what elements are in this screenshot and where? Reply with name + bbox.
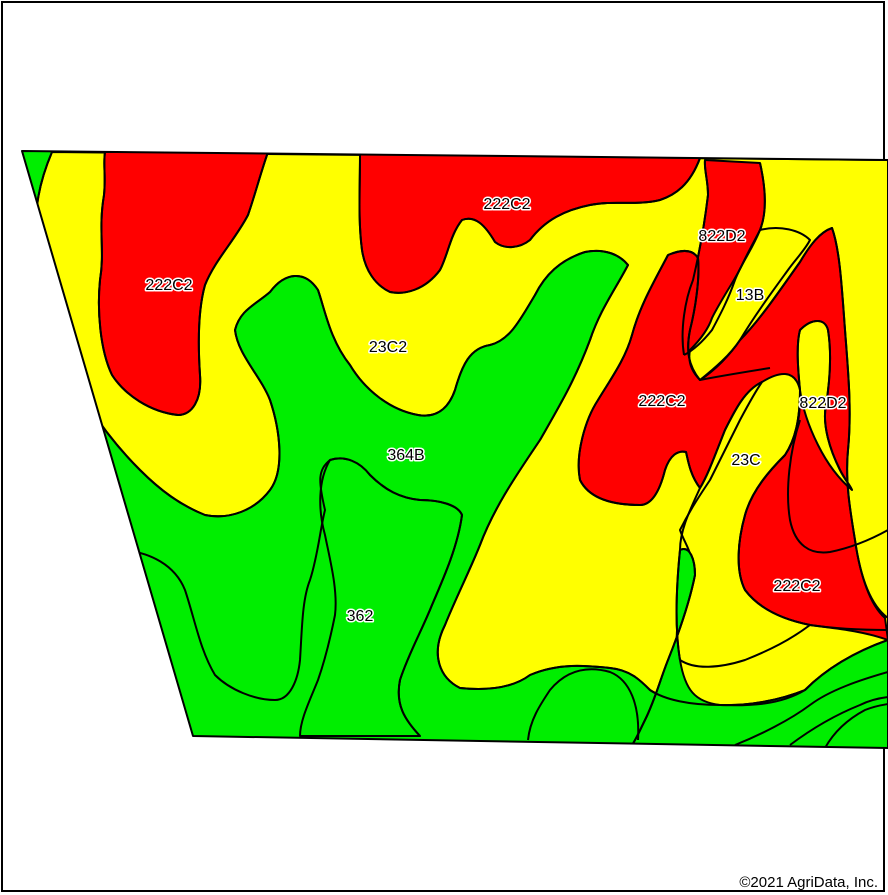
- label-822D2-right: 822D2: [799, 395, 846, 412]
- label-822D2-top: 822D2: [698, 228, 745, 245]
- label-13B: 13B: [736, 287, 764, 304]
- label-222C2-lowerright: 222C2: [773, 578, 820, 595]
- label-23C2: 23C2: [369, 339, 407, 356]
- copyright-notice: ©2021 AgriData, Inc.: [739, 874, 878, 891]
- label-222C2-center: 222C2: [638, 393, 685, 410]
- label-222C2-top: 222C2: [483, 196, 530, 213]
- label-222C2-topleft: 222C2: [145, 277, 192, 294]
- field-boundary: [21, 150, 888, 749]
- label-362: 362: [347, 608, 374, 625]
- label-364B: 364B: [387, 447, 424, 464]
- soil-boundaries: [34, 151, 888, 748]
- label-23C: 23C: [731, 452, 760, 469]
